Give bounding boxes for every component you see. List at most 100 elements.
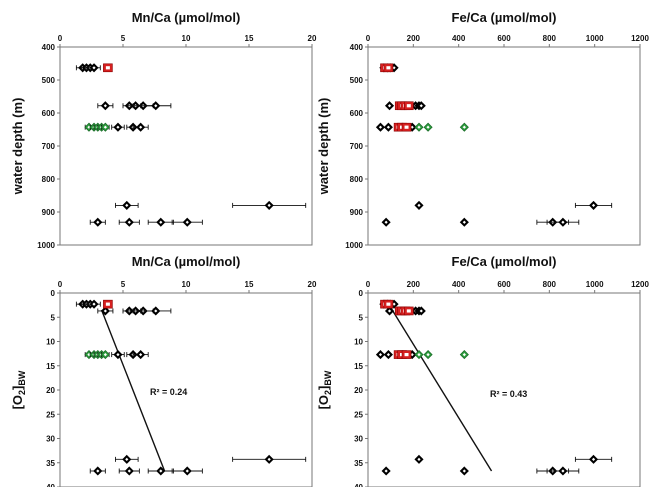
data-point-inner [561, 469, 565, 473]
marks-layer [375, 63, 613, 227]
data-point-inner [386, 66, 391, 70]
data-point-inner [561, 220, 565, 224]
y-tick-label: 25 [354, 410, 363, 419]
data-point-inner [462, 220, 466, 224]
series-2 [414, 122, 469, 132]
data-point-inner [417, 203, 421, 207]
data-point-inner [103, 104, 107, 108]
data-point-inner [96, 220, 100, 224]
x-tick-label: 15 [245, 34, 254, 43]
y-axis-label: [O2]BW [316, 370, 333, 409]
data-point-inner [591, 203, 596, 207]
y-axis-label: water depth (m) [316, 98, 331, 196]
data-point-inner [96, 469, 100, 473]
chart-panel-2: Fe/Ca (µmol/mol) 0 200 400 600 800 1000 1200 400… [316, 10, 649, 250]
data-point-inner [419, 309, 423, 313]
y-tick-label: 20 [46, 386, 55, 395]
x-tick-label: 0 [366, 34, 371, 43]
x-tick-label: 10 [182, 280, 191, 289]
data-point-inner [159, 220, 163, 224]
y-tick-label: 900 [350, 208, 364, 217]
y-axis-label: water depth (m) [10, 98, 25, 196]
data-point-inner [386, 302, 391, 306]
data-point-inner [462, 469, 466, 473]
y-tick-label: 15 [354, 362, 363, 371]
y-tick-label: 800 [350, 175, 364, 184]
series-3 [103, 299, 113, 309]
data-point-inner [159, 469, 163, 473]
data-point-inner [384, 220, 388, 224]
y-tick-label: 600 [42, 109, 56, 118]
y-tick-label: 30 [46, 435, 55, 444]
data-point-inner [125, 203, 129, 207]
y-tick-label: 30 [354, 435, 363, 444]
x-tick-label: 800 [543, 34, 557, 43]
x-tick-label: 800 [543, 280, 557, 289]
series-2 [84, 122, 110, 132]
series-1 [375, 63, 613, 227]
data-point-inner [387, 104, 392, 108]
data-point-inner [92, 66, 96, 70]
x-tick-label: 600 [497, 280, 511, 289]
marks-layer [75, 299, 307, 476]
data-point-inner [392, 66, 396, 70]
chart-title: Fe/Ca (µmol/mol) [452, 254, 557, 269]
chart-title: Mn/Ca (µmol/mol) [132, 254, 241, 269]
y-tick-label: 1000 [345, 241, 363, 250]
data-point-inner [92, 302, 96, 306]
data-point-inner [127, 469, 131, 473]
chart-title: Fe/Ca (µmol/mol) [452, 10, 557, 25]
data-point-inner [267, 457, 271, 461]
x-tick-label: 1000 [586, 34, 604, 43]
y-tick-label: 35 [46, 459, 55, 468]
x-tick-label: 400 [452, 280, 466, 289]
y-tick-label: 600 [350, 109, 364, 118]
trendline [100, 309, 166, 472]
data-point-inner [410, 125, 414, 129]
series-3 [380, 63, 414, 132]
series-2 [414, 350, 469, 360]
y-tick-label: 0 [359, 289, 364, 298]
data-point-inner [185, 220, 189, 224]
data-point-inner [392, 302, 396, 306]
data-point-inner [406, 104, 411, 108]
data-point-inner [426, 352, 430, 357]
y-tick-label: 25 [46, 410, 55, 419]
data-point-inner [105, 66, 110, 70]
y-tick-label: 5 [359, 313, 364, 322]
y-tick-label: 40 [354, 483, 363, 487]
data-point-inner [419, 104, 423, 108]
x-tick-label: 20 [308, 280, 317, 289]
x-tick-label: 0 [58, 280, 63, 289]
data-point-inner [125, 457, 129, 461]
data-point-inner [139, 352, 143, 357]
x-tick-label: 5 [121, 34, 126, 43]
y-tick-label: 15 [46, 362, 55, 371]
y-tick-label: 800 [42, 175, 56, 184]
data-point-inner [139, 125, 143, 129]
y-tick-label: 700 [350, 142, 364, 151]
series-1 [75, 299, 307, 476]
y-axis-label: [O2]BW [10, 370, 27, 409]
y-tick-label: 35 [354, 459, 363, 468]
y-tick-label: 0 [51, 289, 56, 298]
y-tick-label: 400 [42, 43, 56, 52]
data-point-inner [267, 203, 271, 207]
r-squared-label: R² = 0.24 [150, 387, 187, 397]
y-tick-label: 400 [350, 43, 364, 52]
series-1 [375, 299, 613, 476]
x-tick-label: 1200 [631, 34, 649, 43]
x-tick-label: 200 [407, 280, 421, 289]
y-tick-label: 1000 [37, 241, 55, 250]
data-point-inner [417, 125, 421, 129]
data-point-inner [406, 309, 411, 313]
data-point-inner [404, 125, 409, 129]
data-point-inner [154, 104, 158, 108]
y-tick-label: 5 [51, 313, 56, 322]
data-point-inner [426, 125, 430, 129]
chart-title: Mn/Ca (µmol/mol) [132, 10, 241, 25]
marks-layer [375, 299, 613, 476]
chart-panel-3: Mn/Ca (µmol/mol) 0 5 10 15 20 0 5 10 15 20 25 30 35 40… [10, 254, 317, 487]
data-point-inner [87, 352, 91, 357]
